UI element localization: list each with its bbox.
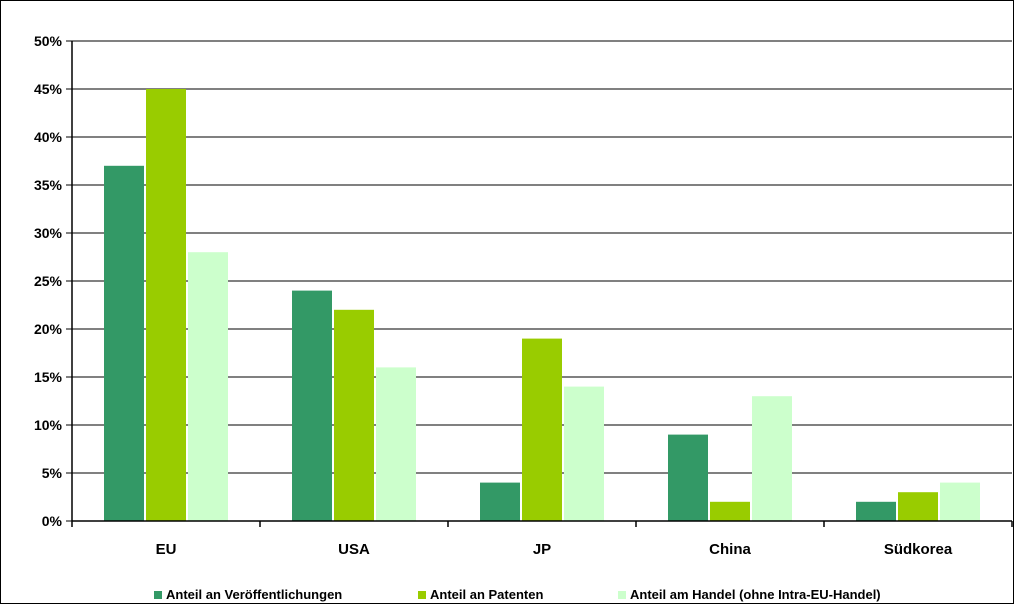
bar-1 — [668, 434, 708, 521]
y-tick-label: 0% — [42, 513, 63, 529]
legend-label: Anteil an Veröffentlichungen — [166, 587, 342, 602]
y-tick-label: 15% — [34, 369, 63, 385]
bar-2 — [898, 492, 938, 521]
y-tick-label: 45% — [34, 81, 63, 97]
y-tick-label: 50% — [34, 33, 63, 49]
legend: Anteil an Veröffentlichungen Anteil an Pa… — [154, 587, 881, 602]
x-tick-label: JP — [533, 541, 551, 558]
x-tick-label: EU — [156, 541, 177, 558]
bar-1 — [292, 290, 332, 521]
y-tick-label: 25% — [34, 273, 63, 289]
y-tick-label: 20% — [34, 321, 63, 337]
bar-1 — [856, 501, 896, 521]
legend-label: Anteil an Patenten — [430, 587, 543, 602]
bar-1 — [480, 482, 520, 521]
y-tick-label: 5% — [42, 465, 63, 481]
bar-2 — [522, 338, 562, 521]
bar-3 — [564, 386, 604, 521]
legend-swatch — [618, 591, 626, 599]
y-tick-label: 30% — [34, 225, 63, 241]
x-tick-label: USA — [338, 541, 370, 558]
bar-3 — [940, 482, 980, 521]
bar-3 — [376, 367, 416, 521]
bar-3 — [188, 252, 228, 521]
bar-2 — [334, 309, 374, 521]
bar-2 — [710, 501, 750, 521]
y-tick-label: 10% — [34, 417, 63, 433]
legend-swatch — [154, 591, 162, 599]
bar-1 — [104, 165, 144, 522]
bars — [104, 89, 980, 522]
bar-2 — [146, 89, 186, 521]
legend-swatch — [418, 591, 426, 599]
gridlines — [72, 40, 1012, 474]
bar-3 — [752, 396, 792, 521]
x-tick-label: Südkorea — [884, 541, 953, 558]
legend-label: Anteil am Handel (ohne Intra-EU-Handel) — [630, 587, 881, 602]
axes: 0% 5% 10% 15% 20% 25% 30% 35% 40% 45% 50% EU USA JP Ch… — [34, 33, 1013, 558]
x-tick-label: China — [709, 541, 751, 558]
y-tick-label: 35% — [34, 177, 63, 193]
y-tick-label: 40% — [34, 129, 63, 145]
